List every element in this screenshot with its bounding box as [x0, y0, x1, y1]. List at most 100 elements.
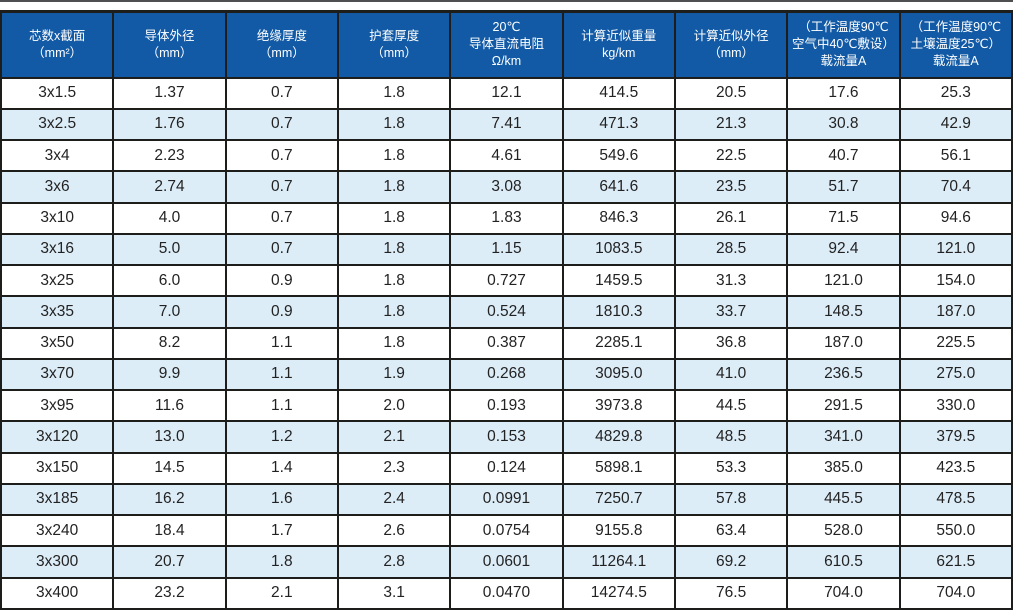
table-cell: 846.3 — [561, 201, 676, 235]
table-cell: 23.2 — [112, 576, 227, 610]
column-header-conductor-od: 导体外径 （mm） — [112, 10, 227, 79]
table-cell: 1.8 — [224, 545, 339, 579]
table-cell: 187.0 — [898, 295, 1013, 329]
table-cell: 1.8 — [336, 76, 452, 110]
table-cell: 1.37 — [112, 76, 227, 110]
column-header-cores-x-section: 芯数x截面 （mm²） — [0, 10, 115, 79]
table-cell: 1.6 — [224, 482, 339, 517]
table-cell: 2.8 — [336, 545, 452, 579]
table-cell: 275.0 — [898, 357, 1013, 392]
table-cell: 20.5 — [673, 76, 789, 110]
table-cell: 5.0 — [112, 232, 227, 267]
table-cell: 3x25 — [0, 263, 115, 298]
table-cell: 21.3 — [673, 107, 789, 142]
table-cell: 76.5 — [673, 576, 789, 610]
table-cell: 3x70 — [0, 357, 115, 392]
table-cell: 445.5 — [786, 482, 901, 517]
table-cell: 57.8 — [673, 482, 789, 517]
table-cell: 1.8 — [336, 326, 452, 360]
table-cell: 1.1 — [224, 388, 339, 423]
table-row-3x400: 3x400 23.2 2.1 3.1 0.0470 14274.5 76.5 704.0 704… — [0, 576, 1013, 610]
table-cell: 9.9 — [112, 357, 227, 392]
table-cell: 94.6 — [898, 201, 1013, 235]
table-cell: 3x95 — [0, 388, 115, 423]
table-cell: 379.5 — [898, 420, 1013, 454]
table-cell: 30.8 — [786, 107, 901, 142]
table-cell: 5898.1 — [561, 451, 676, 485]
table-cell: 0.0470 — [449, 576, 564, 610]
table-row-3x10: 3x10 4.0 0.7 1.8 1.83 846.3 26.1 71.5 94.6 — [0, 201, 1013, 235]
table-cell: 121.0 — [786, 263, 901, 298]
table-row-3x50: 3x50 8.2 1.1 1.8 0.387 2285.1 36.8 187.0 225.5 — [0, 326, 1013, 360]
table-cell: 3x10 — [0, 201, 115, 235]
table-cell: 7250.7 — [561, 482, 676, 517]
table-row-3x16: 3x16 5.0 0.7 1.8 1.15 1083.5 28.5 92.4 121.0 — [0, 232, 1013, 267]
table-cell: 3x120 — [0, 420, 115, 454]
table-cell: 1.76 — [112, 107, 227, 142]
table-cell: 3x300 — [0, 545, 115, 579]
table-row-3x70: 3x70 9.9 1.1 1.9 0.268 3095.0 41.0 236.5 275.0 — [0, 357, 1013, 392]
table-row-3x25: 3x25 6.0 0.9 1.8 0.727 1459.5 31.3 121.0 154.0 — [0, 263, 1013, 298]
column-header-line: 护套厚度 — [369, 28, 420, 43]
table-cell: 1083.5 — [561, 232, 676, 267]
table-row-3x2.5: 3x2.5 1.76 0.7 1.8 7.41 471.3 21.3 30.8 42.9 — [0, 107, 1013, 142]
table-cell: 704.0 — [898, 576, 1013, 610]
table-cell: 0.387 — [449, 326, 564, 360]
table-cell: 3.1 — [336, 576, 452, 610]
table-row-3x185: 3x185 16.2 1.6 2.4 0.0991 7250.7 57.8 445.5 478.… — [0, 482, 1013, 517]
table-cell: 0.7 — [224, 76, 339, 110]
table-cell: 11264.1 — [561, 545, 676, 579]
table-cell: 92.4 — [786, 232, 901, 267]
table-cell: 42.9 — [898, 107, 1013, 142]
table-cell: 0.524 — [449, 295, 564, 329]
column-header-line: 导体外径 — [144, 28, 195, 43]
table-cell: 0.268 — [449, 357, 564, 392]
table-cell: 1.7 — [224, 513, 339, 548]
table-cell: 0.7 — [224, 138, 339, 173]
column-header-line: （mm²） — [32, 45, 83, 60]
column-header-approx-od: 计算近似外径 （mm） — [673, 10, 789, 79]
table-cell: 16.2 — [112, 482, 227, 517]
table-cell: 0.727 — [449, 263, 564, 298]
column-header-line: （mm） — [258, 45, 305, 60]
table-cell: 51.7 — [786, 170, 901, 204]
table-row-3x120: 3x120 13.0 1.2 2.1 0.153 4829.8 48.5 341.0 379.5 — [0, 420, 1013, 454]
table-cell: 2.1 — [224, 576, 339, 610]
table-cell: 28.5 — [673, 232, 789, 267]
table-cell: 2.0 — [336, 388, 452, 423]
table-cell: 23.5 — [673, 170, 789, 204]
table-row-3x6: 3x6 2.74 0.7 1.8 3.08 641.6 23.5 51.7 70.4 — [0, 170, 1013, 204]
table-cell: 2.1 — [336, 420, 452, 454]
table-cell: 1.8 — [336, 107, 452, 142]
column-header-line: 载流量A — [932, 54, 979, 69]
table-cell: 20.7 — [112, 545, 227, 579]
column-header-line: （工作温度90℃ — [798, 19, 889, 34]
table-cell: 1.8 — [336, 295, 452, 329]
column-header-line: （mm） — [371, 45, 418, 60]
table-cell: 291.5 — [786, 388, 901, 423]
table-cell: 48.5 — [673, 420, 789, 454]
table-cell: 2.23 — [112, 138, 227, 173]
table-cell: 610.5 — [786, 545, 901, 579]
header-row: 芯数x截面 （mm²） 导体外径 （mm） 绝缘厚度 （mm） 护套厚度 （mm） 20℃ 导体直… — [0, 10, 1013, 79]
table-body: 3x1.5 1.37 0.7 1.8 12.1 414.5 20.5 17.6 25.3 3x2.… — [0, 76, 1013, 610]
table-cell: 2285.1 — [561, 326, 676, 360]
table-cell: 4.0 — [112, 201, 227, 235]
column-header-line: 绝缘厚度 — [256, 28, 307, 43]
table-cell: 11.6 — [112, 388, 227, 423]
table-cell: 0.7 — [224, 107, 339, 142]
table-cell: 385.0 — [786, 451, 901, 485]
table-cell: 1.1 — [224, 326, 339, 360]
table-cell: 12.1 — [449, 76, 564, 110]
table-cell: 236.5 — [786, 357, 901, 392]
table-cell: 3x2.5 — [0, 107, 115, 142]
table-cell: 63.4 — [673, 513, 789, 548]
table-cell: 478.5 — [898, 482, 1013, 517]
table-cell: 3x185 — [0, 482, 115, 517]
table-cell: 14.5 — [112, 451, 227, 485]
table-row-3x1.5: 3x1.5 1.37 0.7 1.8 12.1 414.5 20.5 17.6 25.3 — [0, 76, 1013, 110]
table-row-3x4: 3x4 2.23 0.7 1.8 4.61 549.6 22.5 40.7 56.1 — [0, 138, 1013, 173]
column-header-line: 计算近似重量 — [581, 28, 657, 43]
table-cell: 53.3 — [673, 451, 789, 485]
